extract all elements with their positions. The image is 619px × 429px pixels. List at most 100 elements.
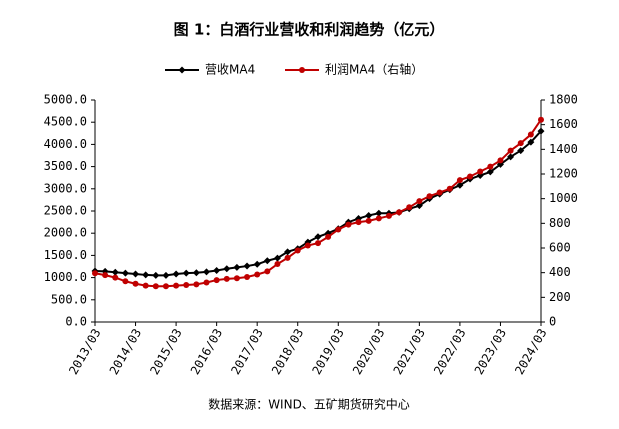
y-tick-label: 0.0	[65, 315, 87, 329]
marker	[426, 193, 433, 200]
y-tick-label: 3000.0	[44, 181, 87, 195]
marker	[406, 204, 413, 211]
marker	[223, 275, 230, 282]
y-tick-label: 5000.0	[44, 93, 87, 107]
x-tick-label: 2022/03	[431, 326, 468, 377]
marker	[517, 140, 524, 147]
marker	[244, 273, 251, 280]
marker	[396, 209, 403, 216]
marker	[183, 282, 190, 288]
marker	[284, 248, 292, 256]
series-line	[94, 130, 542, 277]
y-tick-label: 1500.0	[44, 248, 87, 262]
marker	[537, 127, 545, 135]
marker	[315, 240, 321, 247]
y-tick-label: 1000.0	[44, 270, 87, 284]
marker	[203, 279, 210, 286]
x-tick-label: 2014/03	[107, 326, 144, 377]
source-note: 数据来源：WIND、五矿期货研究中心	[208, 397, 410, 412]
marker	[355, 219, 362, 226]
marker	[274, 261, 281, 268]
y-tick-label: 3500.0	[44, 159, 87, 173]
x-tick-label: 2024/03	[512, 326, 549, 377]
marker	[121, 269, 129, 277]
marker	[436, 189, 443, 196]
marker	[527, 138, 535, 146]
marker	[142, 271, 150, 279]
marker	[152, 271, 160, 279]
marker	[142, 282, 149, 289]
y2-tick-label: 0	[549, 315, 556, 329]
legend-label: 利润MA4（右轴）	[325, 62, 423, 77]
marker	[92, 270, 98, 277]
x-tick-label: 2023/03	[472, 326, 509, 377]
y-tick-label: 4000.0	[44, 137, 87, 151]
marker	[527, 131, 534, 138]
marker	[538, 116, 544, 123]
marker	[122, 278, 129, 285]
marker	[111, 268, 119, 276]
marker	[253, 260, 261, 268]
marker	[273, 254, 281, 262]
marker	[233, 263, 241, 271]
marker	[152, 283, 159, 290]
marker	[467, 173, 474, 180]
marker	[446, 185, 453, 192]
marker	[102, 272, 109, 279]
marker	[182, 269, 190, 277]
marker	[213, 277, 220, 284]
marker	[385, 212, 392, 219]
marker	[233, 275, 240, 282]
y2-tick-label: 800	[549, 216, 571, 230]
marker	[112, 274, 119, 281]
y2-tick-label: 600	[549, 241, 571, 255]
marker	[178, 66, 186, 74]
marker	[415, 202, 423, 210]
marker	[487, 163, 494, 170]
marker	[173, 282, 180, 289]
x-tick-label: 2018/03	[269, 326, 306, 377]
marker	[365, 217, 372, 224]
marker	[162, 283, 169, 290]
y2-tick-label: 200	[549, 290, 571, 304]
marker	[223, 265, 231, 273]
marker	[193, 281, 200, 288]
y2-tick-label: 1600	[549, 117, 578, 131]
marker	[365, 211, 373, 219]
x-tick-label: 2015/03	[147, 326, 184, 377]
y-tick-label: 500.0	[51, 292, 87, 306]
y2-tick-label: 400	[549, 265, 571, 279]
marker	[335, 226, 342, 233]
x-tick-label: 2021/03	[391, 326, 428, 377]
marker	[507, 153, 515, 161]
y2-tick-label: 1800	[549, 93, 578, 107]
y-tick-label: 4500.0	[44, 115, 87, 129]
marker	[477, 168, 484, 175]
marker	[416, 198, 423, 205]
y-tick-label: 2000.0	[44, 226, 87, 240]
x-tick-label: 2019/03	[309, 326, 346, 377]
marker	[203, 268, 210, 276]
marker	[284, 254, 291, 261]
marker	[507, 147, 514, 154]
marker	[486, 168, 494, 176]
marker	[314, 233, 322, 241]
marker	[132, 280, 139, 287]
marker	[192, 269, 200, 277]
y2-tick-label: 1200	[549, 167, 578, 181]
marker	[254, 271, 261, 278]
series-line	[94, 119, 542, 288]
x-tick-label: 2013/03	[66, 326, 103, 377]
marker	[304, 242, 311, 249]
x-tick-label: 2020/03	[350, 326, 387, 377]
marker	[456, 177, 463, 184]
marker	[243, 262, 251, 270]
marker	[497, 157, 504, 164]
marker	[294, 247, 301, 254]
marker	[162, 271, 170, 279]
marker	[213, 266, 221, 274]
marker	[264, 268, 271, 275]
legend-label: 营收MA4	[205, 63, 255, 77]
marker	[172, 270, 180, 278]
